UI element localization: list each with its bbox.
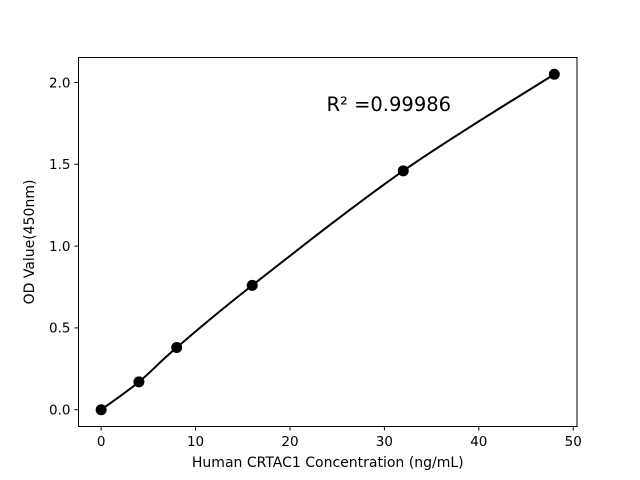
axes: 0 10 20 30 40 50 0.0 0.5 1.0 1.5 2.0 [49,57,582,450]
y-tick-label: 0.0 [49,403,70,419]
x-tick-label: 30 [376,434,393,450]
data-point-marker [171,342,183,354]
y-tick-label: 2.0 [49,75,70,91]
data-point-marker [246,279,258,291]
y-tick-label: 1.0 [49,239,70,255]
y-axis-label: OD Value(450nm) [22,180,38,305]
y-tick-label: 1.5 [49,157,70,173]
plot-border [78,57,578,427]
x-tick-label: 10 [187,434,204,450]
y-tick-label: 0.5 [49,321,70,337]
data-point-marker [133,376,145,388]
x-tick-label: 50 [565,434,582,450]
r-squared-annotation: R² =0.99986 [327,93,452,116]
fit-curve [100,73,556,411]
data-point-marker [95,404,107,416]
x-tick-label: 40 [470,434,487,450]
data-point-marker [397,165,409,177]
plot-series [95,68,560,416]
data-point-marker [548,68,560,80]
x-axis-label: Human CRTAC1 Concentration (ng/mL) [192,455,464,471]
x-tick-label: 20 [281,434,298,450]
x-tick-label: 0 [97,434,106,450]
